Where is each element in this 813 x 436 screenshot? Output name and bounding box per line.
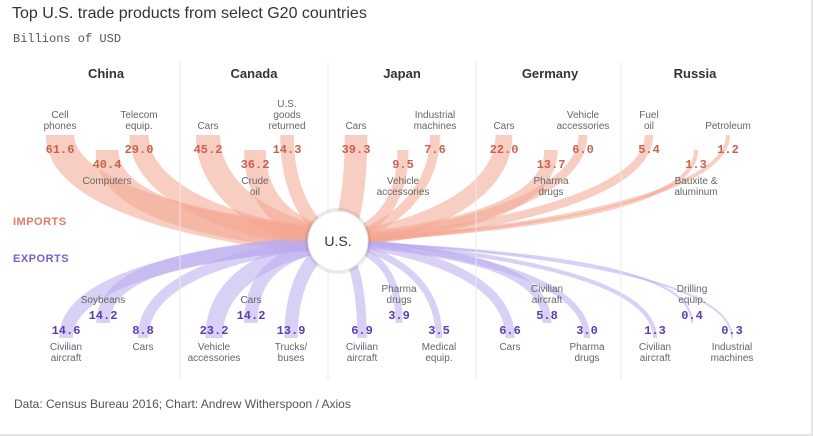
import-label-russia-bauxite-aluminum: Bauxite & aluminum: [674, 176, 717, 198]
import-label-canada-u-s-goods-returned: U.S. goods returned: [268, 99, 305, 132]
country-label-canada: Canada: [231, 66, 279, 81]
export-label-japan-pharma-drugs: Pharma drugs: [381, 284, 416, 306]
export-flow-russia-industrial-machines: [337, 240, 733, 339]
import-label-japan-industrial-machines: Industrial machines: [414, 110, 457, 132]
chart-subtitle: Billions of USD: [13, 32, 122, 46]
country-label-japan: Japan: [383, 66, 421, 81]
export-label-russia-drilling-equip: Drilling equip.: [677, 284, 708, 306]
export-value-germany-pharma-drugs: 3.0: [576, 324, 598, 338]
import-value-russia-fuel-oil: 5.4: [638, 143, 660, 157]
export-label-germany-pharma-drugs: Pharma drugs: [569, 342, 604, 364]
export-value-japan-medical-equip: 3.5: [428, 324, 450, 338]
country-label-russia: Russia: [674, 66, 717, 81]
export-value-china-soybeans: 14.2: [89, 309, 118, 323]
import-value-russia-petroleum: 1.2: [717, 143, 739, 157]
import-value-japan-cars: 39.3: [342, 143, 371, 157]
import-value-canada-crude-oil: 36.2: [241, 158, 270, 172]
export-value-canada-cars: 14.2: [237, 309, 266, 323]
import-value-japan-vehicle-accessories: 9.5: [392, 158, 414, 172]
flow-chart: China 61.6 Cell phones 40.4 Computers 29.0 Tele…: [13, 62, 753, 380]
import-label-germany-vehicle-accessories: Vehicle accessories: [557, 110, 610, 132]
export-value-germany-cars: 6.6: [499, 324, 521, 338]
export-label-russia-industrial-machines: Industrial machines: [711, 342, 754, 364]
import-value-japan-industrial-machines: 7.6: [424, 143, 446, 157]
export-value-china-cars: 8.8: [132, 324, 154, 338]
import-value-germany-pharma-drugs: 13.7: [537, 158, 566, 172]
import-value-russia-bauxite-aluminum: 1.3: [685, 158, 707, 172]
export-value-china-civilian-aircraft: 14.6: [52, 324, 81, 338]
import-value-canada-u-s-goods-returned: 14.3: [273, 143, 302, 157]
export-value-russia-industrial-machines: 0.3: [721, 324, 743, 338]
import-label-japan-vehicle-accessories: Vehicle accessories: [377, 176, 430, 198]
import-label-russia-petroleum: Petroleum: [705, 121, 751, 132]
import-label-china-telecom-equip: Telecom equip.: [120, 110, 157, 132]
export-flow-russia-civilian-aircraft: [337, 238, 658, 339]
import-value-china-cell-phones: 61.6: [46, 143, 75, 157]
import-value-china-telecom-equip: 29.0: [125, 143, 154, 157]
export-label-canada-cars: Cars: [240, 295, 261, 306]
import-label-canada-cars: Cars: [197, 121, 218, 132]
export-label-canada-vehicle-accessories: Vehicle accessories: [188, 342, 241, 364]
source-note: Data: Census Bureau 2016; Chart: Andrew …: [14, 397, 351, 411]
import-value-germany-vehicle-accessories: 6.0: [572, 143, 594, 157]
export-value-japan-pharma-drugs: 3.9: [388, 309, 410, 323]
import-value-germany-cars: 22.0: [490, 143, 519, 157]
import-label-canada-crude-oil: Crude oil: [241, 176, 269, 198]
export-label-china-soybeans: Soybeans: [81, 295, 125, 306]
import-flow-russia-petroleum: [337, 134, 730, 243]
export-label-germany-cars: Cars: [499, 342, 520, 353]
export-label-japan-medical-equip: Medical equip.: [422, 342, 456, 364]
country-label-germany: Germany: [522, 66, 579, 81]
export-value-canada-vehicle-accessories: 23.2: [200, 324, 229, 338]
legend-exports: EXPORTS: [13, 253, 69, 265]
import-label-russia-fuel-oil: Fuel oil: [639, 110, 658, 132]
country-label-china: China: [88, 66, 125, 81]
import-label-china-computers: Computers: [83, 176, 132, 187]
export-label-japan-civilian-aircraft: Civilian aircraft: [346, 342, 378, 364]
export-label-russia-civilian-aircraft: Civilian aircraft: [639, 342, 671, 364]
export-value-russia-drilling-equip: 0.4: [681, 309, 703, 323]
legend-imports: IMPORTS: [13, 216, 67, 228]
label-layer: China 61.6 Cell phones 40.4 Computers 29.0 Tele…: [13, 66, 753, 364]
import-label-germany-cars: Cars: [493, 121, 514, 132]
export-label-china-cars: Cars: [132, 342, 153, 353]
us-hub: U.S.: [305, 208, 371, 274]
export-label-china-civilian-aircraft: Civilian aircraft: [50, 342, 82, 364]
import-value-canada-cars: 45.2: [194, 143, 223, 157]
export-value-russia-civilian-aircraft: 1.3: [644, 324, 666, 338]
hub-circle: [307, 210, 369, 272]
export-value-germany-civilian-aircraft: 5.8: [536, 309, 558, 323]
import-value-china-computers: 40.4: [93, 158, 122, 172]
hub-label: U.S.: [324, 233, 351, 249]
chart-title: Top U.S. trade products from select G20 …: [12, 5, 367, 22]
export-value-japan-civilian-aircraft: 6.9: [351, 324, 373, 338]
export-label-germany-civilian-aircraft: Civilian aircraft: [531, 284, 563, 306]
export-value-canada-trucks-buses: 13.9: [277, 324, 306, 338]
import-label-china-cell-phones: Cell phones: [44, 110, 77, 132]
import-label-germany-pharma-drugs: Pharma drugs: [533, 176, 568, 198]
export-label-canada-trucks-buses: Trucks/buses: [275, 342, 308, 364]
flow-layer: [45, 133, 733, 339]
import-label-japan-cars: Cars: [345, 121, 366, 132]
